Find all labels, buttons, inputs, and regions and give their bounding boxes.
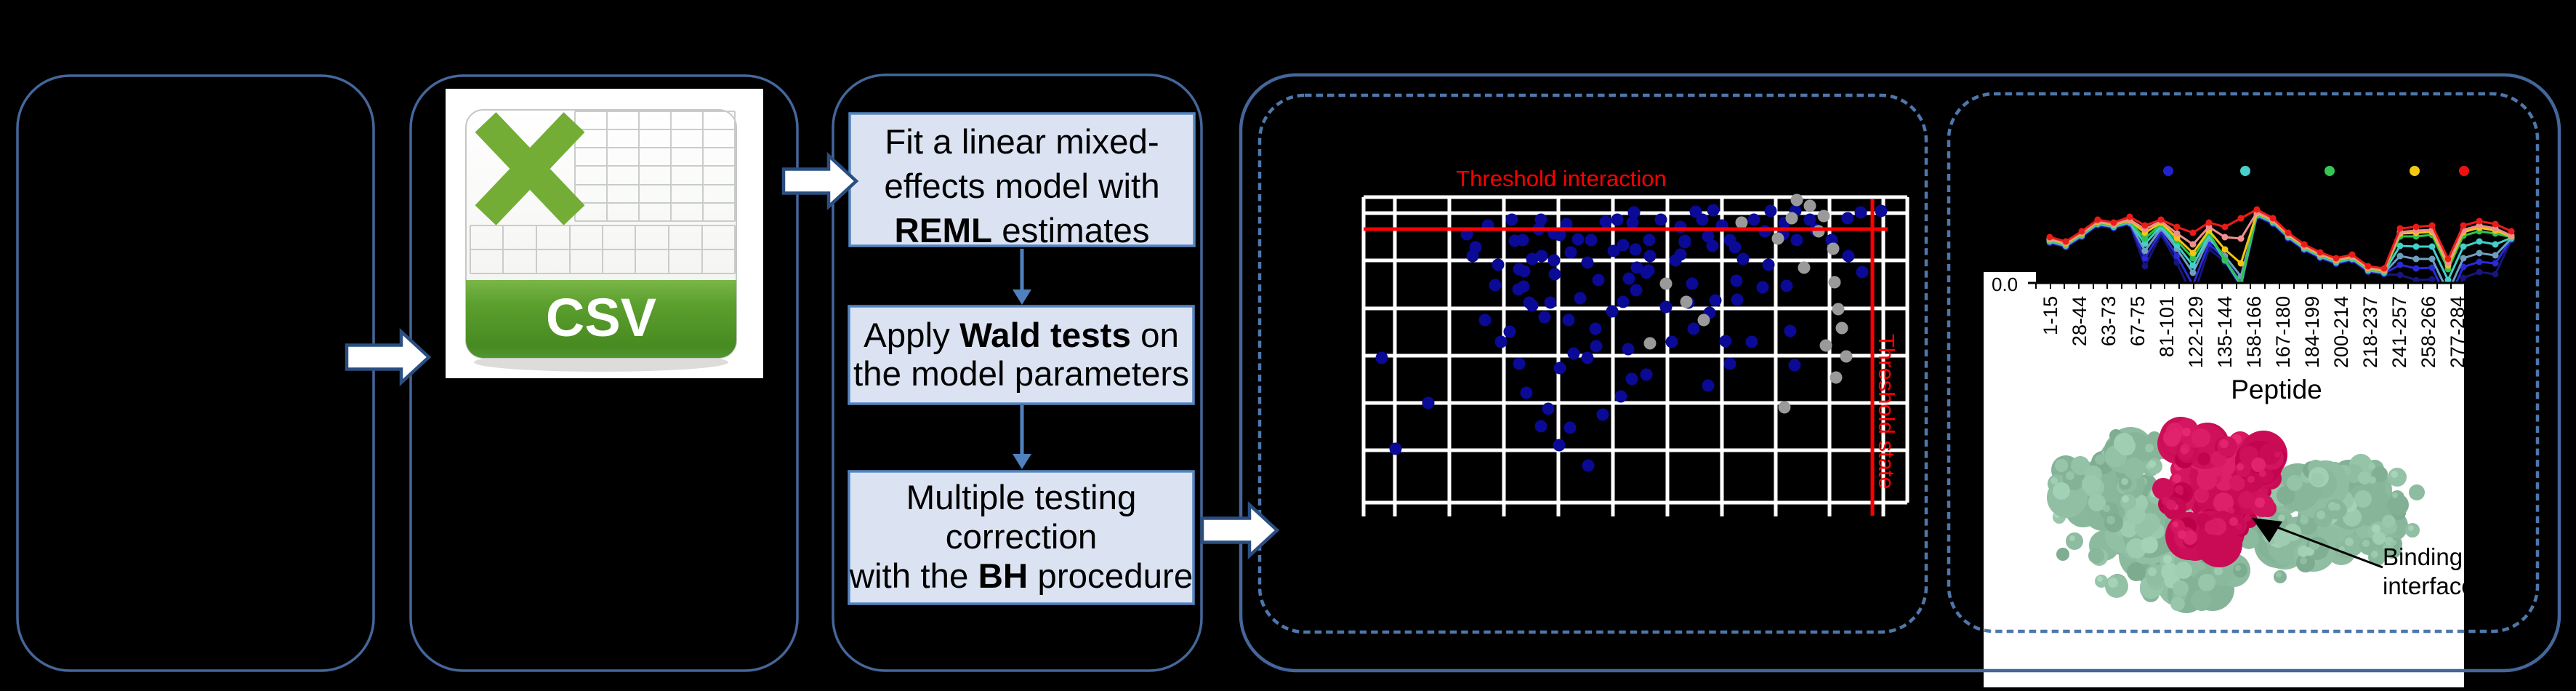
svg-text:Apply Wald tests on: Apply Wald tests on [864, 316, 1179, 355]
svg-text:Peptide: Peptide [2231, 375, 2322, 404]
svg-text:81-101: 81-101 [2156, 296, 2178, 357]
svg-text:Threshold state: Threshold state [1874, 334, 1899, 490]
svg-text:63-73: 63-73 [2098, 296, 2120, 346]
svg-text:0.0: 0.0 [1992, 273, 2018, 295]
svg-text:the model parameters: the model parameters [853, 355, 1189, 394]
svg-text:167-180: 167-180 [2272, 296, 2294, 368]
svg-text:Fit a linear mixed-: Fit a linear mixed- [885, 123, 1159, 161]
svg-text:241-257: 241-257 [2388, 296, 2410, 368]
svg-text:67-75: 67-75 [2127, 296, 2149, 346]
svg-text:REML estimates: REML estimates [894, 212, 1149, 250]
svg-text:258-266: 258-266 [2418, 296, 2439, 368]
svg-text:CSV: CSV [546, 287, 656, 348]
svg-text:28-44: 28-44 [2069, 296, 2090, 346]
svg-text:interface: interface [2383, 572, 2475, 599]
svg-text:Binding: Binding [2383, 543, 2463, 570]
svg-text:184-199: 184-199 [2301, 296, 2323, 368]
svg-text:Threshold interaction: Threshold interaction [1456, 166, 1667, 191]
svg-text:218-237: 218-237 [2359, 296, 2381, 368]
svg-text:158-166: 158-166 [2243, 296, 2265, 368]
svg-text:effects model with: effects model with [884, 167, 1159, 206]
svg-text:Multiple testing: Multiple testing [906, 479, 1137, 517]
svg-text:1-15: 1-15 [2040, 296, 2061, 335]
svg-text:135-144: 135-144 [2214, 296, 2236, 368]
svg-text:200-214: 200-214 [2330, 296, 2352, 368]
svg-text:correction: correction [946, 518, 1098, 556]
svg-text:122-129: 122-129 [2185, 296, 2207, 368]
svg-text:with the BH procedure: with the BH procedure [849, 557, 1194, 596]
svg-text:277-284: 277-284 [2447, 296, 2468, 368]
